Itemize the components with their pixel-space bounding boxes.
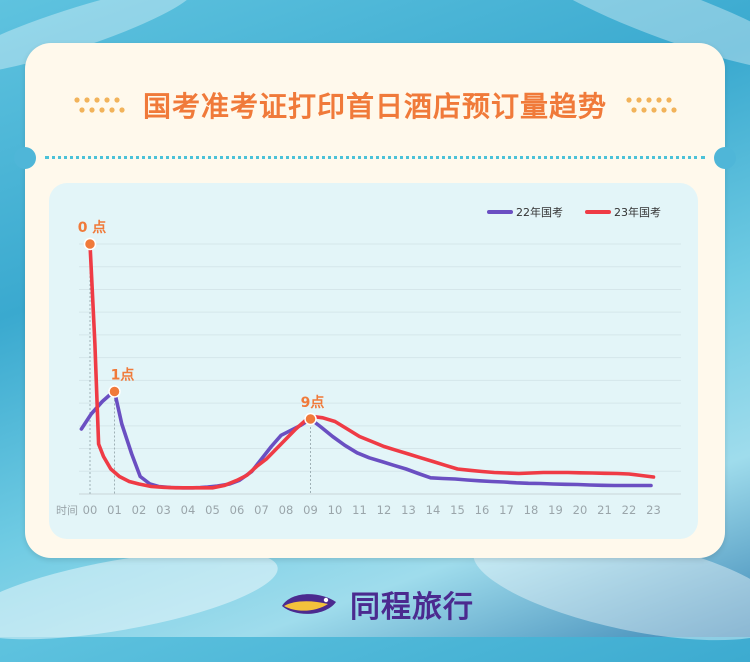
annotation-marker xyxy=(108,385,121,398)
x-tick-label: 20 xyxy=(573,503,588,517)
annotation-label: 1点 xyxy=(111,367,135,384)
ticket-notch-left xyxy=(14,147,36,169)
x-tick-label: 18 xyxy=(524,503,539,517)
legend-label: 23年国考 xyxy=(614,205,661,219)
brand-logo: 同程旅行 xyxy=(278,586,474,625)
annotation-label: 9点 xyxy=(301,394,325,411)
x-tick-label: 01 xyxy=(107,503,122,517)
annotation-marker xyxy=(83,237,97,251)
x-tick-label: 04 xyxy=(181,503,196,517)
x-tick-label: 22 xyxy=(622,503,637,517)
x-tick-label: 19 xyxy=(548,503,563,517)
x-tick-label: 17 xyxy=(499,503,514,517)
x-tick-label: 21 xyxy=(597,503,612,517)
x-tick-label: 14 xyxy=(426,503,441,517)
x-tick-label: 07 xyxy=(254,503,269,517)
x-tick-label: 12 xyxy=(377,503,392,517)
line-chart: 时间 00 01 02 03 04 05 06 07 08 09 10 11 12 13 14 15 16 17 18… xyxy=(56,205,681,517)
x-axis-label: 时间 xyxy=(56,504,78,517)
x-tick-label: 10 xyxy=(328,503,343,517)
x-tick-label: 06 xyxy=(230,503,245,517)
series-line-23 xyxy=(88,242,656,490)
x-tick-label: 02 xyxy=(132,503,147,517)
x-tick-label: 16 xyxy=(475,503,490,517)
brand-fish-icon xyxy=(282,594,336,614)
legend-label: 22年国考 xyxy=(516,205,563,219)
dot-ornament-right xyxy=(626,97,677,113)
x-tick-label: 03 xyxy=(156,503,171,517)
x-tick-label: 08 xyxy=(279,503,294,517)
x-tick-label: 13 xyxy=(401,503,416,517)
page-title: 国考准考证打印首日酒店预订量趋势 xyxy=(142,90,607,123)
annotation-marker xyxy=(304,412,317,426)
content-card: 国考准考证打印首日酒店预订量趋势 时间 00 01 02 03 04 05 06 07 08 09 1… xyxy=(14,43,736,558)
x-tick-label: 11 xyxy=(352,503,367,517)
annotation-label: 0 点 xyxy=(78,219,107,236)
x-tick-label: 15 xyxy=(450,503,465,517)
title-divider xyxy=(45,156,705,159)
dot-ornament-left xyxy=(74,97,125,113)
x-tick-label: 00 xyxy=(83,503,98,517)
brand-name: 同程旅行 xyxy=(350,590,474,625)
x-tick-label: 09 xyxy=(303,503,318,517)
x-tick-label: 23 xyxy=(646,503,661,517)
ticket-notch-right xyxy=(714,147,736,169)
x-tick-label: 05 xyxy=(205,503,220,517)
chart-panel: 时间 00 01 02 03 04 05 06 07 08 09 10 11 12 13 14 15 16 17 18… xyxy=(49,183,698,539)
title-row: 国考准考证打印首日酒店预订量趋势 xyxy=(25,85,725,125)
